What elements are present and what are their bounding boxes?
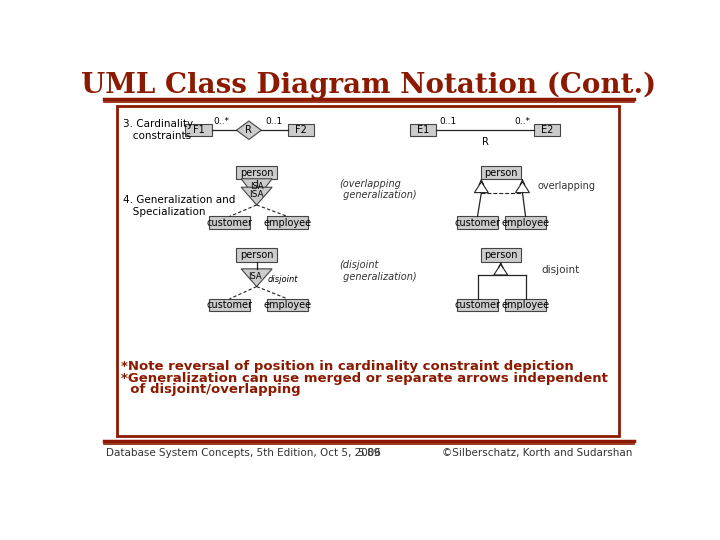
Polygon shape: [236, 121, 261, 139]
FancyBboxPatch shape: [534, 124, 560, 137]
Text: Database System Concepts, 5th Edition, Oct 5, 2006: Database System Concepts, 5th Edition, O…: [106, 448, 380, 458]
Text: *Note reversal of position in cardinality constraint depiction: *Note reversal of position in cardinalit…: [121, 360, 574, 373]
Text: customer: customer: [454, 300, 500, 310]
Text: UML Class Diagram Notation (Cont.): UML Class Diagram Notation (Cont.): [81, 72, 657, 99]
Text: person: person: [240, 167, 274, 178]
Text: 3. Cardinality
   constraints: 3. Cardinality constraints: [122, 119, 193, 141]
Text: F2: F2: [295, 125, 307, 135]
FancyBboxPatch shape: [117, 106, 619, 436]
Text: person: person: [240, 250, 274, 260]
FancyBboxPatch shape: [410, 124, 436, 137]
FancyBboxPatch shape: [185, 124, 212, 137]
FancyBboxPatch shape: [287, 124, 314, 137]
Text: 0..*: 0..*: [214, 117, 230, 126]
Text: E1: E1: [417, 125, 429, 135]
Text: *Generalization can use merged or separate arrows independent: *Generalization can use merged or separa…: [121, 372, 608, 384]
Text: person: person: [484, 250, 518, 260]
Text: employee: employee: [502, 300, 549, 310]
FancyBboxPatch shape: [267, 299, 307, 311]
FancyBboxPatch shape: [457, 217, 498, 229]
Text: ISA: ISA: [249, 190, 264, 199]
Text: disjoint: disjoint: [541, 265, 580, 275]
FancyBboxPatch shape: [457, 299, 498, 311]
Polygon shape: [241, 187, 272, 205]
FancyBboxPatch shape: [210, 299, 250, 311]
Text: customer: customer: [207, 300, 253, 310]
Text: overlapping: overlapping: [538, 181, 596, 192]
Polygon shape: [241, 269, 272, 287]
Text: of disjoint/overlapping: of disjoint/overlapping: [121, 383, 301, 396]
FancyBboxPatch shape: [481, 248, 521, 261]
Text: employee: employee: [264, 300, 312, 310]
Text: E2: E2: [541, 125, 554, 135]
Polygon shape: [474, 182, 488, 193]
FancyBboxPatch shape: [481, 166, 521, 179]
Text: 0..1: 0..1: [266, 117, 283, 126]
Text: 4. Generalization and
   Specialization: 4. Generalization and Specialization: [122, 195, 235, 217]
Text: F1: F1: [193, 125, 204, 135]
Text: ISA: ISA: [250, 182, 264, 191]
Polygon shape: [494, 264, 508, 275]
Text: customer: customer: [454, 218, 500, 228]
Text: 0..*: 0..*: [515, 117, 531, 126]
Text: R: R: [246, 125, 252, 135]
Text: (overlapping
 generalization): (overlapping generalization): [340, 179, 416, 200]
Text: customer: customer: [207, 218, 253, 228]
Text: (disjoint
 generalization): (disjoint generalization): [340, 260, 416, 282]
Text: R: R: [482, 137, 489, 147]
FancyBboxPatch shape: [267, 217, 307, 229]
Polygon shape: [516, 182, 529, 193]
FancyBboxPatch shape: [236, 248, 276, 261]
Text: 0..1: 0..1: [439, 117, 456, 126]
FancyBboxPatch shape: [210, 217, 250, 229]
Text: ©Silberschatz, Korth and Sudarshan: ©Silberschatz, Korth and Sudarshan: [442, 448, 632, 458]
FancyBboxPatch shape: [236, 166, 276, 179]
Polygon shape: [241, 179, 272, 199]
FancyBboxPatch shape: [505, 217, 546, 229]
Text: employee: employee: [502, 218, 549, 228]
Text: 5.89: 5.89: [357, 448, 381, 458]
Text: person: person: [484, 167, 518, 178]
Text: disjoint: disjoint: [267, 275, 298, 284]
Text: employee: employee: [264, 218, 312, 228]
FancyBboxPatch shape: [505, 299, 546, 311]
Text: ISA: ISA: [248, 272, 262, 281]
